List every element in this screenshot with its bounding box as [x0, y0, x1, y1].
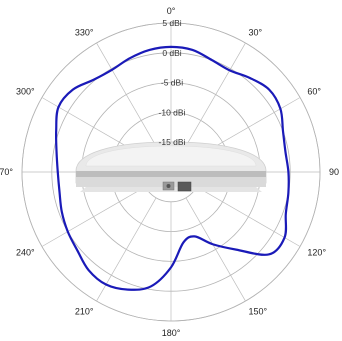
data-point-230 — [77, 250, 78, 251]
radial-label-neg5: -5 dBi — [161, 78, 183, 88]
data-point-180 — [170, 267, 171, 268]
angle-label-120: 120° — [307, 248, 326, 258]
spoke-210 — [96, 197, 157, 302]
data-point-0 — [170, 46, 171, 47]
radial-label-neg15: -15 dBi — [159, 137, 186, 147]
data-point-10 — [192, 49, 193, 50]
data-point-210 — [105, 284, 106, 285]
data-point-190 — [150, 286, 151, 287]
angle-label-210: 210° — [75, 306, 94, 316]
data-point-70 — [282, 131, 283, 132]
gain-series — [54, 45, 290, 291]
data-point-250 — [61, 211, 62, 212]
data-point-140 — [236, 249, 237, 250]
data-point-300 — [58, 106, 59, 107]
spoke-120 — [196, 186, 301, 247]
angle-label-30: 30° — [249, 28, 263, 38]
data-point-120 — [284, 237, 285, 238]
data-point-80 — [285, 151, 286, 152]
data-point-350 — [149, 49, 150, 50]
angle-label-240: 240° — [16, 248, 35, 258]
data-point-20 — [211, 59, 212, 60]
data-point-90 — [288, 171, 289, 172]
angle-label-150: 150° — [249, 306, 268, 316]
angle-label-300: 300° — [16, 87, 35, 97]
angle-label-60: 60° — [307, 87, 321, 97]
data-point-200 — [128, 289, 129, 290]
angle-label-0: 0° — [167, 6, 176, 16]
gain-trace-0 — [54, 45, 290, 291]
data-point-310 — [72, 89, 73, 90]
data-point-270 — [57, 171, 58, 172]
data-point-110 — [285, 213, 286, 214]
radial-tick-labels: 5 dBi 0 dBi -5 dBi -10 dBi -15 dBi — [159, 18, 186, 147]
spoke-330 — [96, 42, 157, 147]
data-point-170 — [183, 242, 184, 243]
spoke-30 — [185, 42, 246, 147]
data-point-130 — [269, 254, 270, 255]
data-point-30 — [229, 70, 230, 71]
data-point-280 — [56, 151, 57, 152]
radial-label-5: 5 dBi — [162, 18, 181, 28]
data-point-240 — [67, 231, 68, 232]
data-point-60 — [280, 108, 281, 109]
data-point-50 — [269, 89, 270, 90]
spoke-150 — [185, 197, 246, 302]
angle-label-180: 180° — [162, 328, 181, 338]
data-point-220 — [88, 270, 89, 271]
data-point-100 — [288, 192, 289, 193]
data-point-330 — [111, 69, 112, 70]
angle-label-330: 330° — [75, 28, 94, 38]
angle-label-90: 90 — [329, 167, 339, 177]
data-point-340 — [129, 58, 130, 59]
radial-label-0: 0 dBi — [162, 48, 181, 58]
angle-label-270: 270° — [0, 167, 13, 177]
data-point-40 — [249, 77, 250, 78]
radial-label-neg10: -10 dBi — [159, 107, 186, 117]
data-point-150 — [212, 244, 213, 245]
angle-tick-labels: 0° 30° 60° 90 120° 150° 180° 210° 240° 270° 300° 33… — [0, 6, 339, 338]
spoke-240 — [41, 186, 146, 247]
access-point-device-image — [75, 141, 267, 192]
data-point-290 — [56, 130, 57, 131]
data-point-320 — [93, 79, 94, 80]
data-point-260 — [59, 191, 60, 192]
data-point-160 — [194, 236, 195, 237]
